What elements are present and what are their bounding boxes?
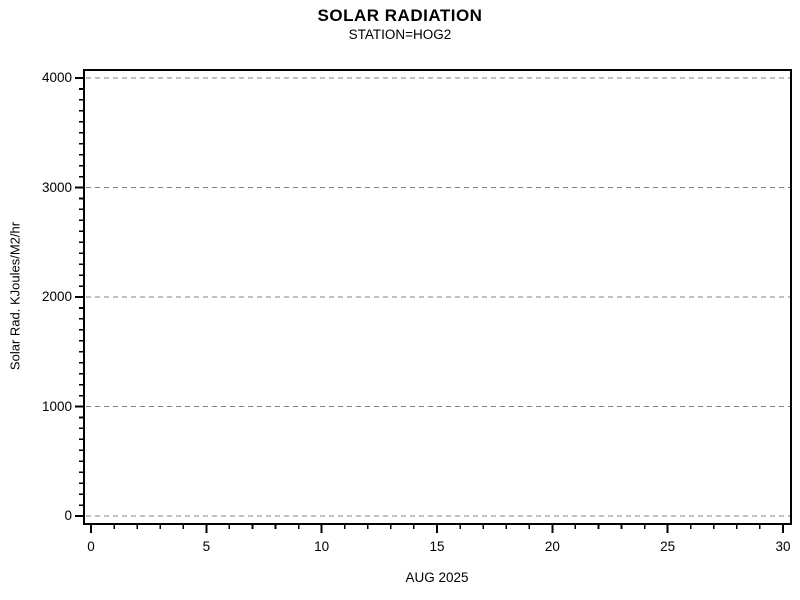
y-tick-label: 2000 [41, 289, 72, 304]
x-tick-label: 20 [544, 539, 560, 554]
x-tick-label: 0 [87, 539, 95, 554]
plot-frame [83, 69, 792, 525]
x-tick-label: 25 [660, 539, 676, 554]
y-tick-label: 4000 [41, 70, 72, 85]
axis-ticks [75, 77, 784, 533]
x-tick-label: 5 [202, 539, 211, 554]
y-tick-label: 0 [64, 508, 72, 523]
chart-title: SOLAR RADIATION [317, 6, 483, 25]
chart-subtitle: STATION=HOG2 [348, 27, 452, 42]
x-tick-label: 30 [775, 539, 791, 554]
gridlines [86, 77, 790, 517]
x-axis-label: AUG 2025 [405, 570, 469, 585]
x-tick-label: 15 [429, 539, 445, 554]
x-tick-label: 10 [314, 539, 330, 554]
y-tick-label: 3000 [41, 179, 72, 195]
y-tick-label: 1000 [41, 398, 72, 414]
